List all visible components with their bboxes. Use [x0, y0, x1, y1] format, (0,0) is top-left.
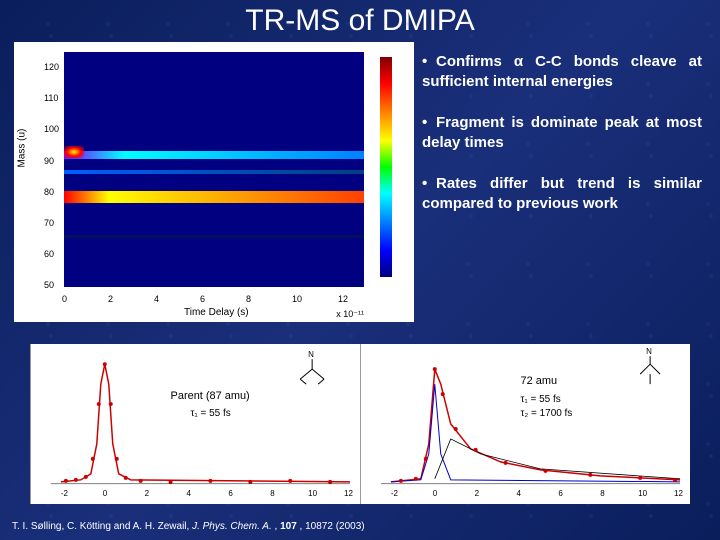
- heatmap-band-86: [64, 151, 364, 159]
- citation-rest: , 10872 (2003): [300, 521, 365, 532]
- xtick: 0: [62, 294, 67, 304]
- heatmap-area: [64, 52, 364, 287]
- ytick: 100: [44, 124, 59, 134]
- ytick: 60: [44, 249, 54, 259]
- svg-text:0: 0: [103, 489, 108, 498]
- xtick: 4: [154, 294, 159, 304]
- ytick: 70: [44, 218, 54, 228]
- xtick: 8: [246, 294, 251, 304]
- citation-authors: T. I. Sølling, C. Kötting and A. H. Zewa…: [12, 521, 192, 532]
- tau-label: τ₁ = 55 fs: [191, 408, 231, 419]
- bullet-item: •Fragment is dominate peak at most delay…: [422, 113, 702, 152]
- svg-text:N: N: [308, 350, 314, 359]
- red-points: [64, 362, 332, 484]
- molecule-struct-left: N: [300, 350, 324, 384]
- xtick: 12: [338, 294, 348, 304]
- subplot-label: Parent (87 amu): [171, 390, 250, 402]
- subplot-fragment: -2 0 2 4 6 8 10 12 72 amu τ₁ = 55 fs τ₂ = 17…: [360, 344, 690, 504]
- bullet-text: Rates differ but trend is similar compar…: [422, 175, 702, 212]
- subplot-parent: -2 0 2 4 6 8 10 12 Parent (87 amu) τ₁ = 55 f…: [30, 344, 360, 504]
- bullet-item: •Confirms α C-C bonds cleave at sufficie…: [422, 52, 702, 91]
- tau1-label: τ₁ = 55 fs: [521, 394, 561, 405]
- heatmap-xexp: x 10⁻¹¹: [336, 309, 364, 320]
- heatmap-band-58: [64, 235, 364, 238]
- svg-text:12: 12: [344, 489, 353, 498]
- svg-text:8: 8: [600, 489, 605, 498]
- svg-text:-2: -2: [61, 489, 69, 498]
- svg-text:10: 10: [308, 489, 317, 498]
- svg-text:4: 4: [187, 489, 192, 498]
- svg-text:4: 4: [517, 489, 522, 498]
- svg-text:10: 10: [638, 489, 647, 498]
- bullet-list: •Confirms α C-C bonds cleave at sufficie…: [422, 52, 702, 235]
- citation: T. I. Sølling, C. Kötting and A. H. Zewa…: [12, 521, 365, 532]
- xtick: 2: [108, 294, 113, 304]
- ytick: 80: [44, 187, 54, 197]
- bullet-item: •Rates differ but trend is similar compa…: [422, 174, 702, 213]
- svg-text:6: 6: [558, 489, 563, 498]
- xtick: 10: [292, 294, 302, 304]
- heatmap-panel: Mass (u) Time Delay (s) x 10⁻¹¹ 50 60 70…: [14, 42, 414, 322]
- svg-text:8: 8: [270, 489, 275, 498]
- red-curve: [61, 364, 350, 482]
- svg-text:-2: -2: [391, 489, 399, 498]
- citation-vol: 107: [280, 521, 297, 532]
- bullet-text: Confirms α C-C bonds cleave at sufficien…: [422, 53, 702, 90]
- heatmap-ylabel: Mass (u): [17, 129, 28, 168]
- svg-text:2: 2: [475, 489, 480, 498]
- svg-text:6: 6: [228, 489, 233, 498]
- tau2-label: τ₂ = 1700 fs: [521, 408, 573, 419]
- svg-text:12: 12: [674, 489, 683, 498]
- decay-plots: -2 0 2 4 6 8 10 12 Parent (87 amu) τ₁ = 55 f…: [30, 344, 690, 504]
- xticks-right: -2 0 2 4 6 8 10 12: [381, 484, 684, 498]
- heatmap-band-72: [64, 191, 364, 203]
- ytick: 90: [44, 156, 54, 166]
- heatmap-xlabel: Time Delay (s): [184, 307, 249, 318]
- heatmap-band-80: [64, 170, 364, 174]
- svg-text:0: 0: [433, 489, 438, 498]
- ytick: 110: [44, 93, 58, 103]
- xticks-left: -2 0 2 4 6 8 10 12: [51, 484, 354, 498]
- black-curve: [435, 439, 680, 479]
- xtick: 6: [200, 294, 205, 304]
- ytick: 120: [44, 62, 59, 72]
- subplot-label-r: 72 amu: [521, 375, 558, 387]
- svg-text:2: 2: [145, 489, 150, 498]
- citation-journal: J. Phys. Chem. A.: [192, 521, 272, 532]
- molecule-struct-right: N: [640, 347, 660, 384]
- bullet-text: Fragment is dominate peak at most delay …: [422, 114, 702, 151]
- colorbar: [380, 57, 392, 277]
- svg-text:N: N: [646, 347, 652, 356]
- ytick: 50: [44, 280, 54, 290]
- heatmap-hotspot: [64, 146, 84, 158]
